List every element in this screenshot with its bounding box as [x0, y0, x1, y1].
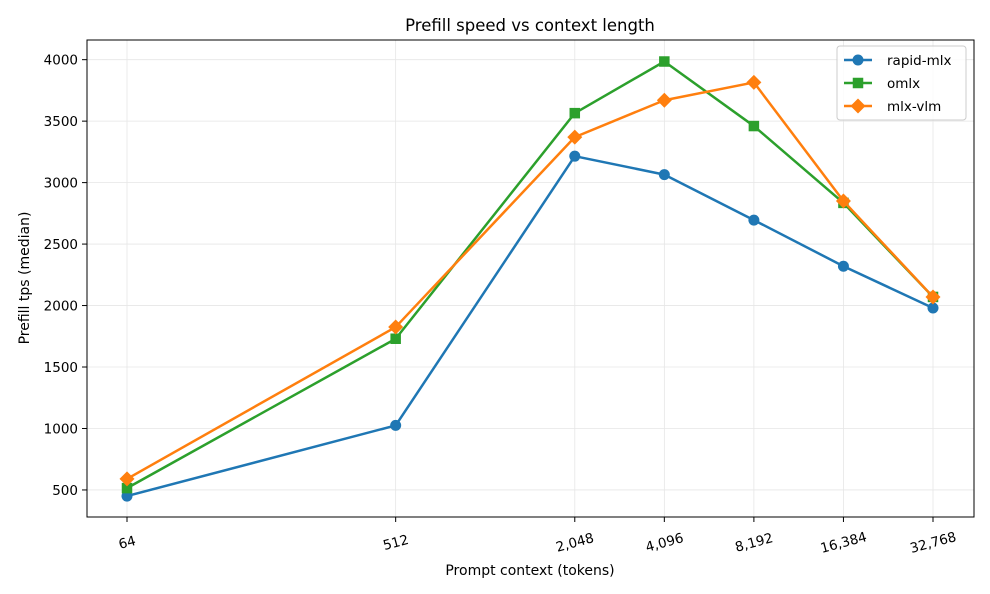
- data-point-omlx: [121, 482, 133, 494]
- series-layer: [119, 56, 941, 502]
- legend-item-omlx: omlx: [844, 76, 920, 92]
- legend-box: [836, 45, 967, 121]
- y-tick-label: 1500: [44, 360, 78, 376]
- data-point-mlx-vlm: [119, 471, 135, 487]
- legend-item-rapid-mlx: rapid-mlx: [844, 53, 951, 69]
- legend: rapid-mlx omlx mlx-vlm: [836, 45, 967, 121]
- data-point-omlx: [390, 333, 401, 344]
- data-point-mlx-vlm: [746, 74, 762, 90]
- plot-area-frame: [86, 39, 975, 518]
- y-tick-label: 1000: [44, 421, 78, 437]
- y-tick-label: 2500: [44, 237, 78, 253]
- data-point-omlx: [569, 107, 581, 119]
- y-tick-label: 4000: [44, 53, 78, 69]
- data-point-rapid-mlx: [658, 169, 670, 181]
- y-tick-label: 2000: [44, 299, 78, 315]
- series-mlx-vlm: [119, 74, 941, 487]
- y-tick-label: 3500: [44, 114, 78, 130]
- data-point-mlx-vlm: [656, 92, 672, 108]
- data-point-rapid-mlx: [390, 419, 402, 431]
- x-tick-label: 512: [381, 532, 410, 554]
- legend-label: omlx: [887, 76, 920, 92]
- legend-marker-swatch: [850, 98, 866, 114]
- data-point-omlx: [748, 120, 760, 132]
- data-point-rapid-mlx: [927, 302, 939, 314]
- legend-label: mlx-vlm: [887, 99, 941, 115]
- data-point-rapid-mlx: [837, 260, 849, 272]
- data-point-omlx: [659, 56, 670, 67]
- x-tick-label: 64: [117, 533, 138, 553]
- legend-label: rapid-mlx: [887, 53, 951, 69]
- chart-title: Prefill speed vs context length: [405, 16, 655, 35]
- data-point-mlx-vlm: [835, 193, 851, 209]
- y-axis-label: Prefill tps (median): [17, 212, 33, 345]
- data-point-mlx-vlm: [925, 289, 941, 305]
- data-point-rapid-mlx: [569, 150, 581, 162]
- legend-marker-swatch: [852, 54, 864, 66]
- legend-item-mlx-vlm: mlx-vlm: [844, 98, 941, 115]
- y-tick-label: 500: [52, 483, 78, 499]
- data-point-mlx-vlm: [388, 319, 404, 335]
- data-point-mlx-vlm: [567, 129, 583, 145]
- y-tick-label: 3000: [44, 176, 78, 192]
- legend-marker-swatch: [852, 77, 864, 89]
- x-axis-label: Prompt context (tokens): [445, 563, 614, 579]
- series-rapid-mlx: [121, 150, 939, 502]
- data-point-rapid-mlx: [748, 214, 760, 226]
